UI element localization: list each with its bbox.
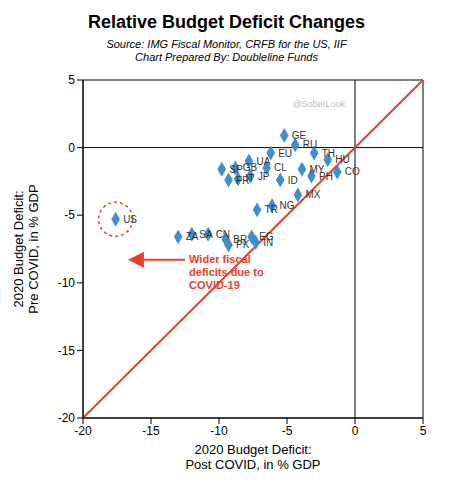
svg-text:IT: IT bbox=[246, 173, 255, 184]
html-text:Wider fiscal deficits due to C: Wider fiscal deficits due to COVID-19 bbox=[189, 252, 264, 291]
html-text:Relative Budget Deficit Change: Relative Budget Deficit Changes bbox=[88, 12, 365, 32]
html-text:Pre COVID, in % GDP: Pre COVID, in % GDP bbox=[26, 184, 41, 314]
svg-text:GB: GB bbox=[243, 162, 258, 173]
svg-text:-10: -10 bbox=[210, 424, 228, 438]
svg-text:ZA: ZA bbox=[186, 231, 199, 242]
svg-text:EU: EU bbox=[278, 148, 292, 159]
svg-text:SP: SP bbox=[229, 164, 243, 175]
svg-text:-10: -10 bbox=[58, 276, 76, 290]
svg-text:ID: ID bbox=[288, 175, 298, 186]
html-text:Chart Prepared By: Doubleline: Chart Prepared By: Doubleline Funds bbox=[135, 51, 318, 63]
svg-text:0: 0 bbox=[352, 424, 359, 438]
svg-text:-5: -5 bbox=[64, 208, 75, 222]
html-text:2020 Budget Deficit:: 2020 Budget Deficit: bbox=[11, 190, 26, 308]
svg-text:GE: GE bbox=[291, 130, 307, 141]
svg-text:CL: CL bbox=[274, 162, 287, 173]
svg-text:US: US bbox=[123, 214, 137, 225]
svg-text:JP: JP bbox=[258, 171, 270, 182]
svg-text:-15: -15 bbox=[58, 344, 76, 358]
html-text:Post COVID, in % GDP: Post COVID, in % GDP bbox=[185, 457, 321, 472]
svg-text:-15: -15 bbox=[142, 424, 160, 438]
svg-text:HU: HU bbox=[335, 154, 349, 165]
html-text:2020 Budget Deficit:: 2020 Budget Deficit: bbox=[194, 442, 312, 457]
svg-text:5: 5 bbox=[68, 73, 75, 87]
svg-text:-20: -20 bbox=[74, 424, 92, 438]
svg-text:-5: -5 bbox=[282, 424, 293, 438]
html-text:Source: IMG Fiscal Monitor, CR: Source: IMG Fiscal Monitor, CRFB for the… bbox=[106, 38, 347, 50]
svg-text:NG: NG bbox=[280, 200, 295, 211]
svg-text:PH: PH bbox=[319, 171, 333, 182]
svg-text:PK: PK bbox=[236, 239, 250, 250]
svg-text:5: 5 bbox=[420, 424, 427, 438]
svg-text:FR: FR bbox=[236, 174, 250, 186]
svg-text:UA: UA bbox=[256, 156, 270, 167]
svg-text:CO: CO bbox=[345, 166, 360, 177]
svg-text:RU: RU bbox=[303, 139, 317, 150]
html-text:@SoberLook: @SoberLook bbox=[292, 98, 346, 109]
svg-text:MX: MX bbox=[305, 189, 320, 200]
svg-text:-20: -20 bbox=[58, 411, 76, 425]
svg-text:TR: TR bbox=[265, 204, 278, 215]
svg-text:MY: MY bbox=[309, 163, 325, 175]
svg-text:0: 0 bbox=[68, 141, 75, 155]
svg-text:TH: TH bbox=[322, 148, 335, 159]
svg-text:SA: SA bbox=[199, 229, 213, 240]
svg-text:IN: IN bbox=[263, 237, 273, 248]
svg-text:CN: CN bbox=[216, 229, 230, 240]
